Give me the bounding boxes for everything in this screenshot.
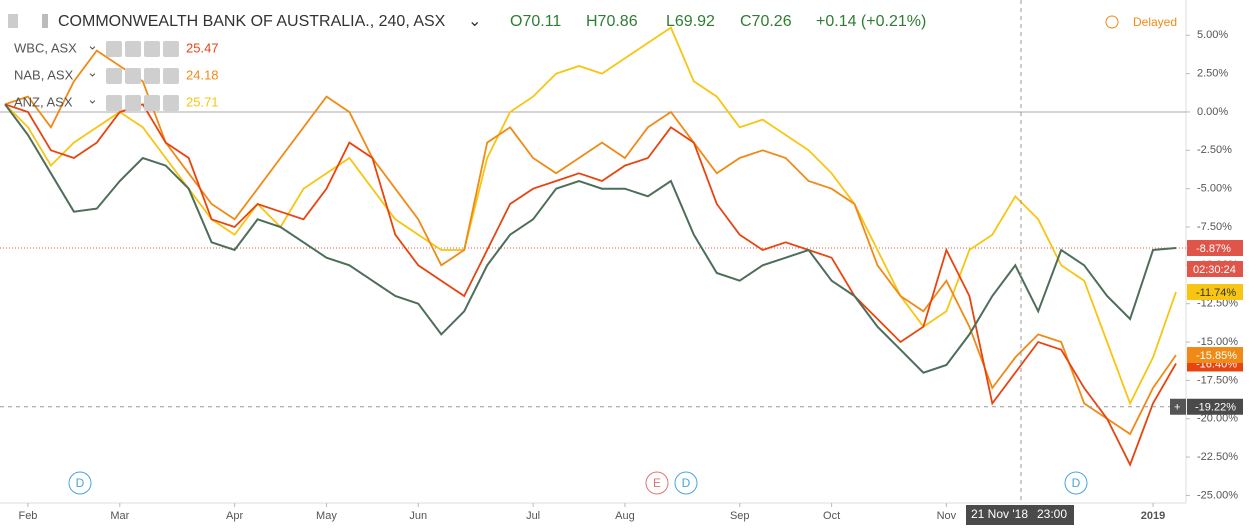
x-tick-label: Aug bbox=[615, 510, 635, 522]
delayed-icon bbox=[1105, 15, 1119, 29]
last-value-tag bbox=[1187, 284, 1243, 301]
y-tick-label: -22.50% bbox=[1197, 451, 1238, 463]
y-tick-label: -15.00% bbox=[1197, 336, 1238, 348]
event-marker[interactable] bbox=[645, 471, 669, 495]
legend-button[interactable] bbox=[144, 41, 160, 57]
event-marker[interactable] bbox=[674, 471, 698, 495]
countdown-tag bbox=[1187, 261, 1243, 278]
legend-chevron[interactable]: ⌄ bbox=[87, 64, 98, 79]
ohlc-value: L69.92 bbox=[666, 13, 715, 30]
last-value-label: -8.87% bbox=[1196, 243, 1231, 255]
legend-button[interactable] bbox=[163, 95, 179, 111]
legend-button[interactable] bbox=[125, 95, 141, 111]
series-line bbox=[4, 26, 1177, 406]
event-label: D bbox=[682, 476, 691, 490]
legend-button[interactable] bbox=[163, 41, 179, 57]
x-tick-label: Feb bbox=[18, 510, 37, 522]
x-tick-label: Sep bbox=[730, 510, 750, 522]
legend-button[interactable] bbox=[106, 68, 122, 84]
legend-price: 25.71 bbox=[186, 94, 219, 109]
crosshair-time: 23:00 bbox=[1037, 507, 1067, 521]
x-tick-label: Apr bbox=[226, 510, 243, 522]
change: +0.14 (+0.21%) bbox=[816, 13, 926, 30]
x-tick-label: Jun bbox=[409, 510, 427, 522]
x-tick-label: 2019 bbox=[1141, 510, 1165, 522]
y-tick-label: -25.00% bbox=[1197, 489, 1238, 501]
symbol-flag bbox=[42, 14, 48, 28]
x-tick-label: May bbox=[316, 510, 337, 522]
legend-price: 24.18 bbox=[186, 67, 219, 82]
ohlc-value: O70.11 bbox=[510, 13, 561, 30]
event-marker[interactable] bbox=[68, 471, 92, 495]
legend-button[interactable] bbox=[106, 95, 122, 111]
y-tick-label: 2.50% bbox=[1197, 68, 1228, 80]
x-tick-label: Jul bbox=[526, 510, 540, 522]
legend-name: NAB, ASX bbox=[14, 67, 74, 82]
y-tick-label: -2.50% bbox=[1197, 144, 1232, 156]
last-value-label: -15.85% bbox=[1196, 350, 1237, 362]
event-marker[interactable] bbox=[1064, 471, 1088, 495]
y-tick-label: 0.00% bbox=[1197, 106, 1228, 118]
x-tick-label: Oct bbox=[823, 510, 840, 522]
legend-chevron[interactable]: ⌄ bbox=[87, 37, 98, 52]
chevron[interactable]: ⌄ bbox=[468, 13, 481, 30]
legend-button[interactable] bbox=[106, 41, 122, 57]
event-label: D bbox=[76, 476, 85, 490]
x-tick-label: Mar bbox=[110, 510, 129, 522]
legend-name: WBC, ASX bbox=[14, 40, 77, 55]
legend-button[interactable] bbox=[144, 95, 160, 111]
x-tick-label: Nov bbox=[937, 510, 957, 522]
crosshair-plus-bg bbox=[1170, 398, 1186, 415]
crosshair-date: 21 Nov '18 bbox=[971, 507, 1028, 521]
ohlc-value: H70.86 bbox=[586, 13, 638, 30]
crosshair-date-tag bbox=[966, 505, 1074, 525]
legend-chevron[interactable]: ⌄ bbox=[87, 91, 98, 106]
event-label: E bbox=[653, 476, 661, 490]
legend-name: ANZ, ASX bbox=[14, 94, 73, 109]
legend-button[interactable] bbox=[125, 41, 141, 57]
legend-button[interactable] bbox=[125, 68, 141, 84]
countdown: 02:30:24 bbox=[1193, 264, 1236, 276]
last-value-tag bbox=[1187, 240, 1243, 257]
legend-price: 25.47 bbox=[186, 40, 219, 55]
y-tick-label: -12.50% bbox=[1197, 298, 1238, 310]
y-tick-label: -17.50% bbox=[1197, 374, 1238, 386]
legend-button[interactable] bbox=[163, 68, 179, 84]
series-line bbox=[4, 103, 1177, 467]
ohlc-value: C70.26 bbox=[740, 13, 792, 30]
crosshair-value-label: -19.22% bbox=[1195, 402, 1236, 414]
event-label: D bbox=[1072, 476, 1081, 490]
last-value-label: -11.74% bbox=[1196, 287, 1236, 299]
crosshair-value-tag bbox=[1187, 398, 1243, 415]
y-tick-label: -5.00% bbox=[1197, 183, 1232, 195]
status: Delayed bbox=[1133, 15, 1177, 29]
last-value-tag bbox=[1187, 347, 1243, 364]
y-tick-label: 5.00% bbox=[1197, 29, 1228, 41]
symbol-flag bbox=[8, 14, 18, 28]
legend-button[interactable] bbox=[144, 68, 160, 84]
y-tick-label: -7.50% bbox=[1197, 221, 1232, 233]
chart-title: COMMONWEALTH BANK OF AUSTRALIA., 240, AS… bbox=[58, 13, 446, 30]
series-line bbox=[4, 103, 1177, 374]
y-tick-label: -20.00% bbox=[1197, 413, 1238, 425]
crosshair-plus: + bbox=[1174, 402, 1180, 414]
